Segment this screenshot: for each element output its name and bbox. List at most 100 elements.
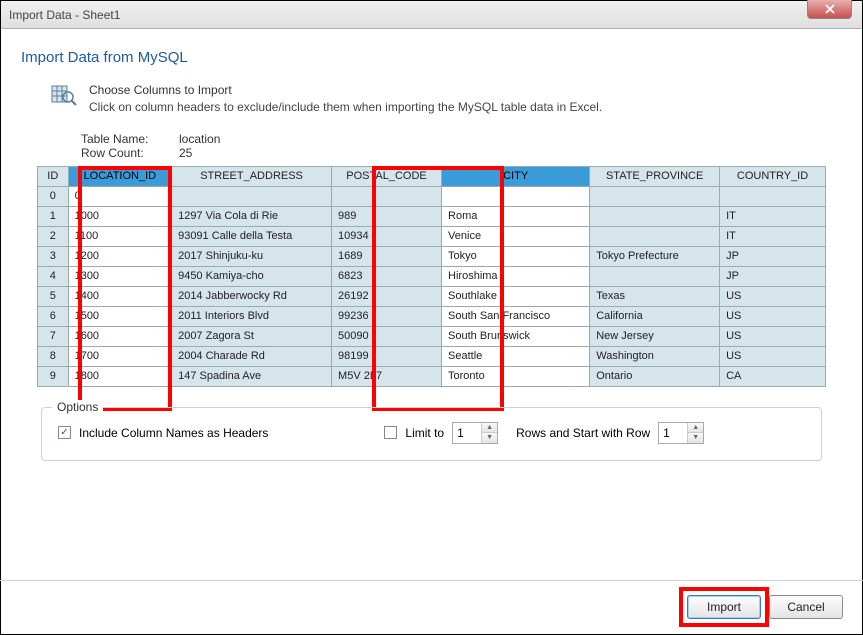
cell: US — [720, 326, 826, 346]
cell: 2014 Jabberwocky Rd — [172, 286, 332, 306]
cell: California — [590, 306, 720, 326]
options-group: Options ✓ Include Column Names as Header… — [41, 407, 822, 461]
cell: 989 — [332, 206, 442, 226]
table-row: 00 — [38, 186, 826, 206]
column-header-id[interactable]: ID — [38, 166, 69, 186]
cell: 93091 Calle della Testa — [172, 226, 332, 246]
instruction-text: Choose Columns to Import Click on column… — [89, 82, 602, 116]
cell: 10934 — [332, 226, 442, 246]
cell: Roma — [442, 206, 590, 226]
row-count-label: Row Count: — [81, 146, 161, 160]
cell: US — [720, 306, 826, 326]
startrow-spinner[interactable]: ▲ ▼ — [658, 422, 704, 444]
limit-checkbox[interactable] — [384, 426, 397, 439]
cell: Tokyo — [442, 246, 590, 266]
startrow-input[interactable] — [659, 423, 687, 443]
row-index: 3 — [38, 246, 69, 266]
cell: 9450 Kamiya-cho — [172, 266, 332, 286]
cell: 99236 — [332, 306, 442, 326]
cell: 1400 — [68, 286, 172, 306]
limit-label: Limit to — [405, 426, 444, 440]
cell: 1300 — [68, 266, 172, 286]
column-header-country_id[interactable]: COUNTRY_ID — [720, 166, 826, 186]
column-header-street_address[interactable]: STREET_ADDRESS — [172, 166, 332, 186]
limit-input[interactable] — [453, 423, 481, 443]
table-name-label: Table Name: — [81, 132, 161, 146]
cell — [590, 266, 720, 286]
cell: Southlake — [442, 286, 590, 306]
cell: US — [720, 346, 826, 366]
cell — [720, 186, 826, 206]
cell: 147 Spadina Ave — [172, 366, 332, 386]
table-name-value: location — [179, 132, 220, 146]
close-button[interactable] — [807, 0, 852, 19]
cell: 0 — [68, 186, 172, 206]
cell — [442, 186, 590, 206]
cell: South San Francisco — [442, 306, 590, 326]
window-title: Import Data - Sheet1 — [9, 8, 120, 22]
row-index: 9 — [38, 366, 69, 386]
row-index: 0 — [38, 186, 69, 206]
row-index: 1 — [38, 206, 69, 226]
cell: JP — [720, 246, 826, 266]
cell: 1200 — [68, 246, 172, 266]
startrow-down[interactable]: ▼ — [688, 433, 703, 443]
table-row: 716002007 Zagora St50090South BrunswickN… — [38, 326, 826, 346]
table-row: 91800147 Spadina AveM5V 2L7TorontoOntari… — [38, 366, 826, 386]
row-index: 5 — [38, 286, 69, 306]
column-header-state_province[interactable]: STATE_PROVINCE — [590, 166, 720, 186]
cell: IT — [720, 206, 826, 226]
cancel-button[interactable]: Cancel — [769, 595, 843, 619]
limit-spinner[interactable]: ▲ ▼ — [452, 422, 498, 444]
table-row: 110001297 Via Cola di Rie989RomaIT — [38, 206, 826, 226]
include-headers-checkbox[interactable]: ✓ — [58, 426, 71, 439]
cell: IT — [720, 226, 826, 246]
row-index: 6 — [38, 306, 69, 326]
close-icon — [824, 3, 836, 15]
limit-up[interactable]: ▲ — [482, 423, 497, 434]
table-row: 514002014 Jabberwocky Rd26192SouthlakeTe… — [38, 286, 826, 306]
cell: 2017 Shinjuku-ku — [172, 246, 332, 266]
rows-label: Rows and Start with Row — [516, 426, 650, 440]
dialog-content: Import Data from MySQL Choose Columns to… — [1, 29, 862, 481]
cell: JP — [720, 266, 826, 286]
table-meta: Table Name: location Row Count: 25 — [21, 132, 842, 160]
cell: Washington — [590, 346, 720, 366]
cell: 1689 — [332, 246, 442, 266]
table-container: IDLOCATION_IDSTREET_ADDRESSPOSTAL_CODECI… — [37, 166, 826, 387]
cell: M5V 2L7 — [332, 366, 442, 386]
include-headers-label: Include Column Names as Headers — [79, 426, 268, 440]
instruction-title: Choose Columns to Import — [89, 82, 602, 99]
cell: 1297 Via Cola di Rie — [172, 206, 332, 226]
cell: 50090 — [332, 326, 442, 346]
cell: 1600 — [68, 326, 172, 346]
cell: 1500 — [68, 306, 172, 326]
column-header-city[interactable]: CITY — [442, 166, 590, 186]
cell: Tokyo Prefecture — [590, 246, 720, 266]
column-header-postal_code[interactable]: POSTAL_CODE — [332, 166, 442, 186]
cell: South Brunswick — [442, 326, 590, 346]
row-count-value: 25 — [179, 146, 192, 160]
instruction: Choose Columns to Import Click on column… — [21, 82, 842, 116]
page-title: Import Data from MySQL — [21, 49, 842, 66]
cell: Seattle — [442, 346, 590, 366]
cell — [332, 186, 442, 206]
cell: 1100 — [68, 226, 172, 246]
button-bar: Import Cancel — [687, 595, 843, 619]
cell: 2007 Zagora St — [172, 326, 332, 346]
column-header-location_id[interactable]: LOCATION_ID — [68, 166, 172, 186]
cell — [590, 226, 720, 246]
cell: New Jersey — [590, 326, 720, 346]
cell — [590, 206, 720, 226]
cell: Texas — [590, 286, 720, 306]
table-search-icon — [51, 82, 77, 111]
cell: CA — [720, 366, 826, 386]
limit-down[interactable]: ▼ — [482, 433, 497, 443]
table-row: 2110093091 Calle della Testa10934VeniceI… — [38, 226, 826, 246]
divider — [0, 580, 863, 581]
cell: Venice — [442, 226, 590, 246]
startrow-up[interactable]: ▲ — [688, 423, 703, 434]
import-button[interactable]: Import — [687, 595, 761, 619]
cell: 6823 — [332, 266, 442, 286]
cell: 98199 — [332, 346, 442, 366]
